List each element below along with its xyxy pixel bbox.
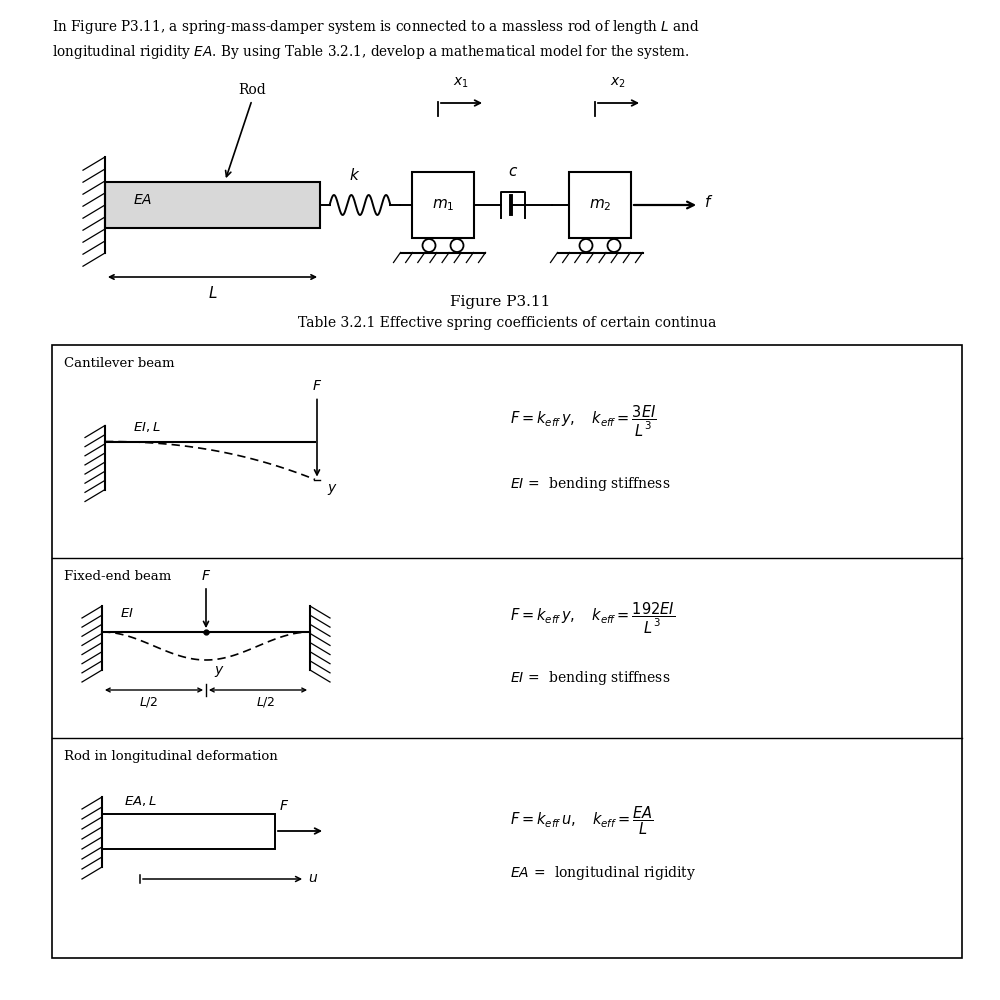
Text: $EA$: $EA$	[133, 193, 152, 207]
Text: $F = k_{\mathit{eff}}\, y,\quad k_{\mathit{eff}} = \dfrac{3EI}{L^3}$: $F = k_{\mathit{eff}}\, y,\quad k_{\math…	[510, 404, 657, 439]
Text: $EI\, =\,$ bending stiffness: $EI\, =\,$ bending stiffness	[510, 669, 670, 687]
Text: Fixed-end beam: Fixed-end beam	[64, 570, 171, 583]
Text: $L/2$: $L/2$	[139, 695, 159, 709]
Text: $F$: $F$	[279, 799, 289, 813]
Text: $x_1$: $x_1$	[453, 76, 469, 90]
Text: longitudinal rigidity $EA$. By using Table 3.2.1, develop a mathematical model f: longitudinal rigidity $EA$. By using Tab…	[52, 43, 690, 61]
Bar	[569, 172, 631, 237]
Text: $k$: $k$	[349, 167, 361, 183]
Text: $m_2$: $m_2$	[589, 197, 611, 213]
Text: $u$: $u$	[308, 871, 318, 885]
Bar	[105, 182, 320, 228]
Text: Cantilever beam: Cantilever beam	[64, 357, 175, 370]
Bar	[412, 172, 474, 237]
Text: $L$: $L$	[208, 285, 217, 301]
Text: $F = k_{\mathit{eff}}\, y,\quad k_{\mathit{eff}} = \dfrac{192EI}{L^3}$: $F = k_{\mathit{eff}}\, y,\quad k_{\math…	[510, 600, 675, 636]
Text: $f$: $f$	[704, 194, 713, 210]
Text: $c$: $c$	[508, 165, 518, 179]
Bar	[52, 345, 962, 958]
Text: Table 3.2.1 Effective spring coefficients of certain continua: Table 3.2.1 Effective spring coefficient…	[298, 316, 716, 330]
Text: $F$: $F$	[201, 569, 211, 583]
Text: $m_1$: $m_1$	[432, 197, 454, 213]
Text: $x_2$: $x_2$	[610, 76, 626, 90]
Bar	[102, 814, 275, 848]
Text: $EA\, =\,$ longitudinal rigidity: $EA\, =\,$ longitudinal rigidity	[510, 864, 696, 882]
Text: $EI$: $EI$	[120, 607, 134, 620]
Text: $y$: $y$	[214, 664, 225, 679]
Text: $L/2$: $L/2$	[256, 695, 276, 709]
Text: $EI\, =\,$ bending stiffness: $EI\, =\,$ bending stiffness	[510, 475, 670, 493]
Text: $y$: $y$	[327, 482, 338, 497]
Text: $F = k_{\mathit{eff}}\, u,\quad k_{\mathit{eff}} = \dfrac{EA}{L}$: $F = k_{\mathit{eff}}\, u,\quad k_{\math…	[510, 805, 654, 837]
Text: $EA, L$: $EA, L$	[124, 794, 157, 808]
Text: In Figure P3.11, a spring-mass-damper system is connected to a massless rod of l: In Figure P3.11, a spring-mass-damper sy…	[52, 18, 700, 36]
Text: $F$: $F$	[312, 379, 322, 393]
Text: $EI, L$: $EI, L$	[133, 420, 161, 434]
Text: Figure P3.11: Figure P3.11	[450, 295, 550, 309]
Text: Rod: Rod	[238, 83, 266, 97]
Text: Rod in longitudinal deformation: Rod in longitudinal deformation	[64, 750, 278, 763]
